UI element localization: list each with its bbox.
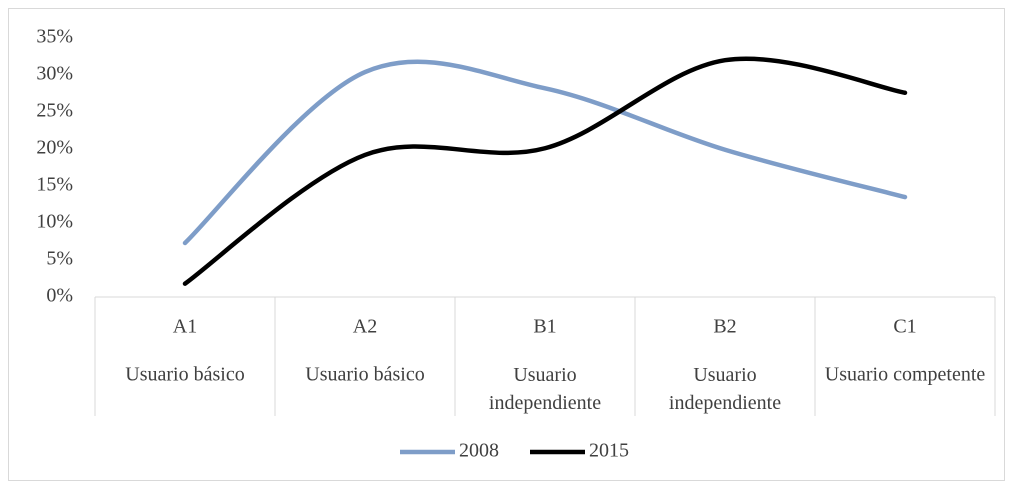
y-tick-label: 25% (36, 100, 73, 122)
y-tick-label: 30% (36, 63, 73, 85)
y-tick-label: 5% (46, 248, 73, 270)
chart-frame (8, 8, 1005, 481)
x-tick-label: C1 (893, 316, 916, 338)
y-tick-label: 20% (36, 137, 73, 159)
y-tick-label: 15% (36, 174, 73, 196)
x-group-label: Usuario básico (305, 364, 424, 386)
y-tick-label: 35% (36, 26, 73, 48)
x-group-label: Usuario independiente (489, 364, 601, 414)
x-tick-label: A1 (173, 316, 197, 338)
x-group-label: Usuario independiente (669, 364, 781, 414)
legend-label: 2015 (589, 440, 629, 462)
legend-label: 2008 (459, 440, 499, 462)
x-group-label: Usuario competente (825, 364, 986, 386)
series-line (182, 59, 908, 246)
x-tick-label: B2 (713, 316, 736, 338)
y-tick-label: 10% (36, 211, 73, 233)
series-line (182, 56, 908, 286)
x-tick-label: A2 (353, 316, 377, 338)
x-tick-label: B1 (533, 316, 556, 338)
x-group-label: Usuario básico (125, 364, 244, 386)
y-tick-label: 0% (46, 285, 73, 307)
